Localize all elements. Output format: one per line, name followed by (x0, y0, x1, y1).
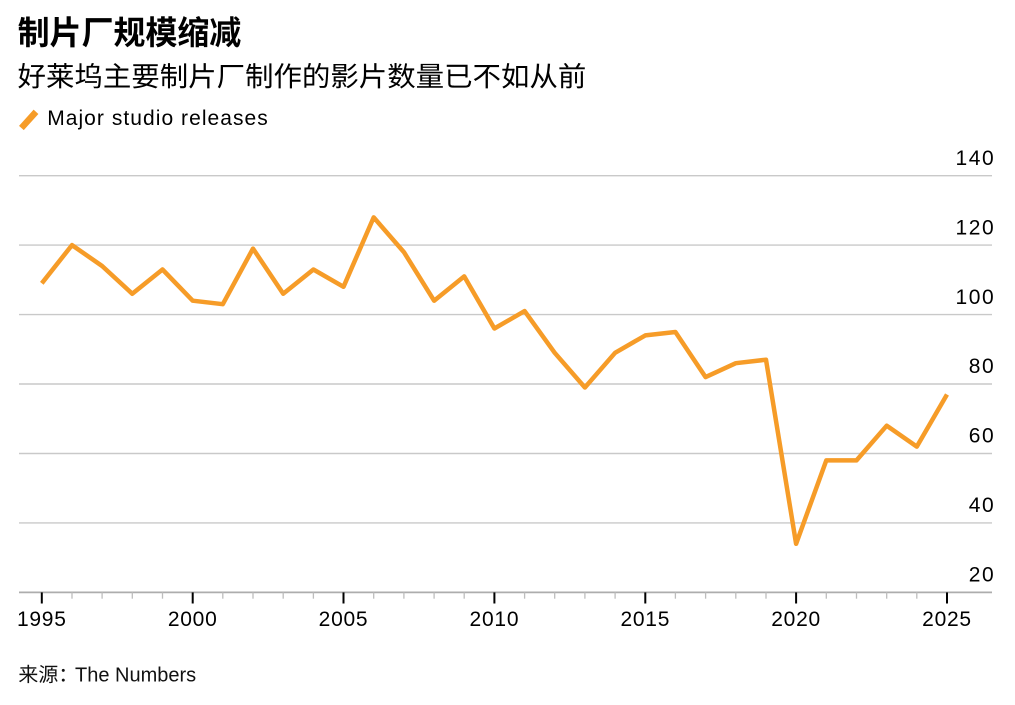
svg-text:2005: 2005 (319, 608, 369, 631)
svg-text:20: 20 (969, 564, 996, 587)
svg-text:120: 120 (955, 216, 995, 239)
svg-text:The Numbers: The Numbers (75, 665, 196, 687)
svg-text:80: 80 (969, 355, 996, 378)
svg-text:2025: 2025 (922, 608, 972, 631)
svg-text:1995: 1995 (17, 608, 67, 631)
svg-text:2015: 2015 (620, 608, 670, 631)
svg-text:140: 140 (955, 147, 995, 170)
svg-text:Major studio releases: Major studio releases (47, 107, 269, 130)
svg-text:100: 100 (955, 286, 995, 309)
svg-text:2010: 2010 (470, 608, 520, 631)
svg-text:2000: 2000 (168, 608, 218, 631)
svg-text:40: 40 (969, 494, 996, 517)
svg-text:60: 60 (969, 425, 996, 448)
svg-text:2020: 2020 (771, 608, 821, 631)
